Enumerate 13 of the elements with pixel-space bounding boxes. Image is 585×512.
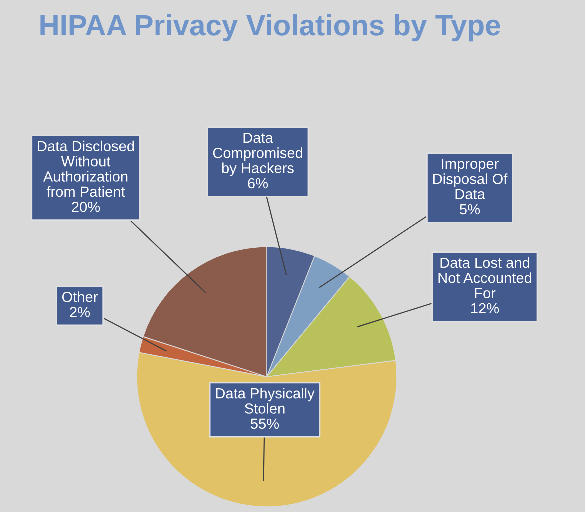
data-label: 12% — [472, 303, 500, 314]
slice-label: Other — [62, 292, 98, 302]
data-label: 20% — [72, 202, 100, 212]
data-label: 5% — [460, 204, 480, 215]
chart-title: HIPAA Privacy Violations by Type — [40, 14, 500, 42]
data-label: 55% — [250, 418, 280, 430]
slice-label: Data Disclosed Without Authorization from Patient — [38, 140, 134, 198]
slice-label: Improper Disposal Of Data — [434, 158, 508, 200]
data-label: 2% — [70, 307, 90, 318]
slice-label: Data Physically Stolen — [216, 388, 315, 414]
slice-label: Data Compromised by Hackers — [213, 132, 302, 176]
data-label: 6% — [248, 178, 268, 189]
slice-label: Data Lost and Not Accounted For — [438, 257, 532, 299]
